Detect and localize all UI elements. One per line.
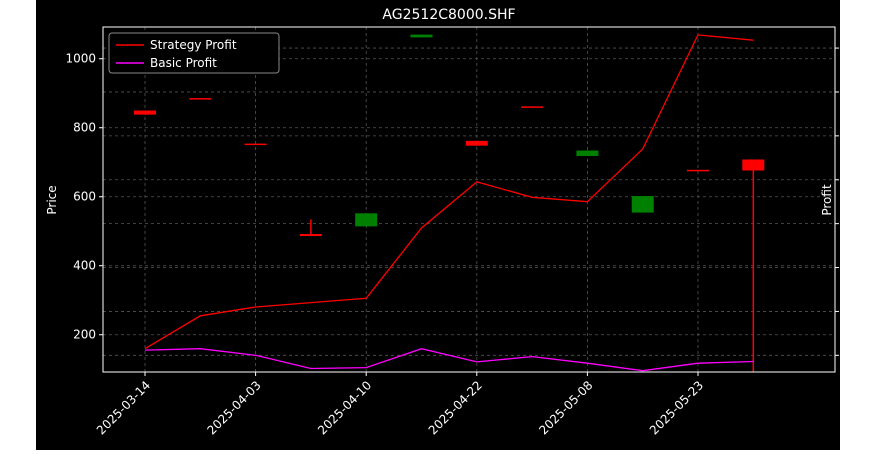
y-tick-label: 800 <box>73 121 96 135</box>
candle-body <box>355 213 378 227</box>
strategy-profit-line <box>144 34 754 350</box>
y-tick-label: 200 <box>73 328 96 342</box>
chart-svg: AG2512C8000.SHF 200 400 600 800 1000 1234567… <box>45 7 850 437</box>
y-tick-label: 1000 <box>65 52 96 66</box>
y-axis-right: 12345678 <box>835 41 850 362</box>
candle-body <box>742 159 765 171</box>
y-tick-label: 400 <box>73 259 96 273</box>
legend-label: Strategy Profit <box>150 38 237 52</box>
figure: AG2512C8000.SHF 200 400 600 800 1000 1234567… <box>36 0 850 450</box>
legend-box <box>108 32 280 74</box>
y2-axis-label: Profit <box>820 184 834 216</box>
x-tick-label: 2025-05-08 <box>536 378 595 437</box>
candles <box>134 34 765 372</box>
x-tick-label: 2025-04-03 <box>205 378 264 437</box>
candle-body <box>631 196 654 213</box>
candle-body <box>244 143 267 146</box>
candle-body <box>189 98 212 100</box>
candle-body <box>576 150 599 157</box>
legend: Strategy Profit Basic Profit <box>108 32 280 74</box>
basic-profit-line <box>144 348 754 372</box>
legend-label: Basic Profit <box>150 56 217 70</box>
plot-frame <box>102 26 836 373</box>
candle-body <box>410 34 433 38</box>
profit-lines <box>144 34 754 372</box>
candle-body <box>687 169 709 172</box>
candle-body <box>465 140 488 146</box>
grid <box>103 27 835 372</box>
x-tick-label: 2025-04-10 <box>315 378 374 437</box>
y-tick-label: 600 <box>73 190 96 204</box>
chart-title: AG2512C8000.SHF <box>382 7 515 23</box>
y-axis-label: Price <box>45 185 59 214</box>
x-tick-label: 2025-05-23 <box>647 378 706 437</box>
candle-body <box>299 234 322 237</box>
x-tick-label: 2025-04-22 <box>426 378 485 437</box>
candle-body <box>521 106 544 108</box>
candle-body <box>134 110 156 115</box>
x-axis: 2025-03-14 2025-04-03 2025-04-10 2025-04-22… <box>94 372 706 437</box>
y-axis-left: 200 400 600 800 1000 <box>65 52 103 342</box>
x-tick-label: 2025-03-14 <box>94 378 153 437</box>
